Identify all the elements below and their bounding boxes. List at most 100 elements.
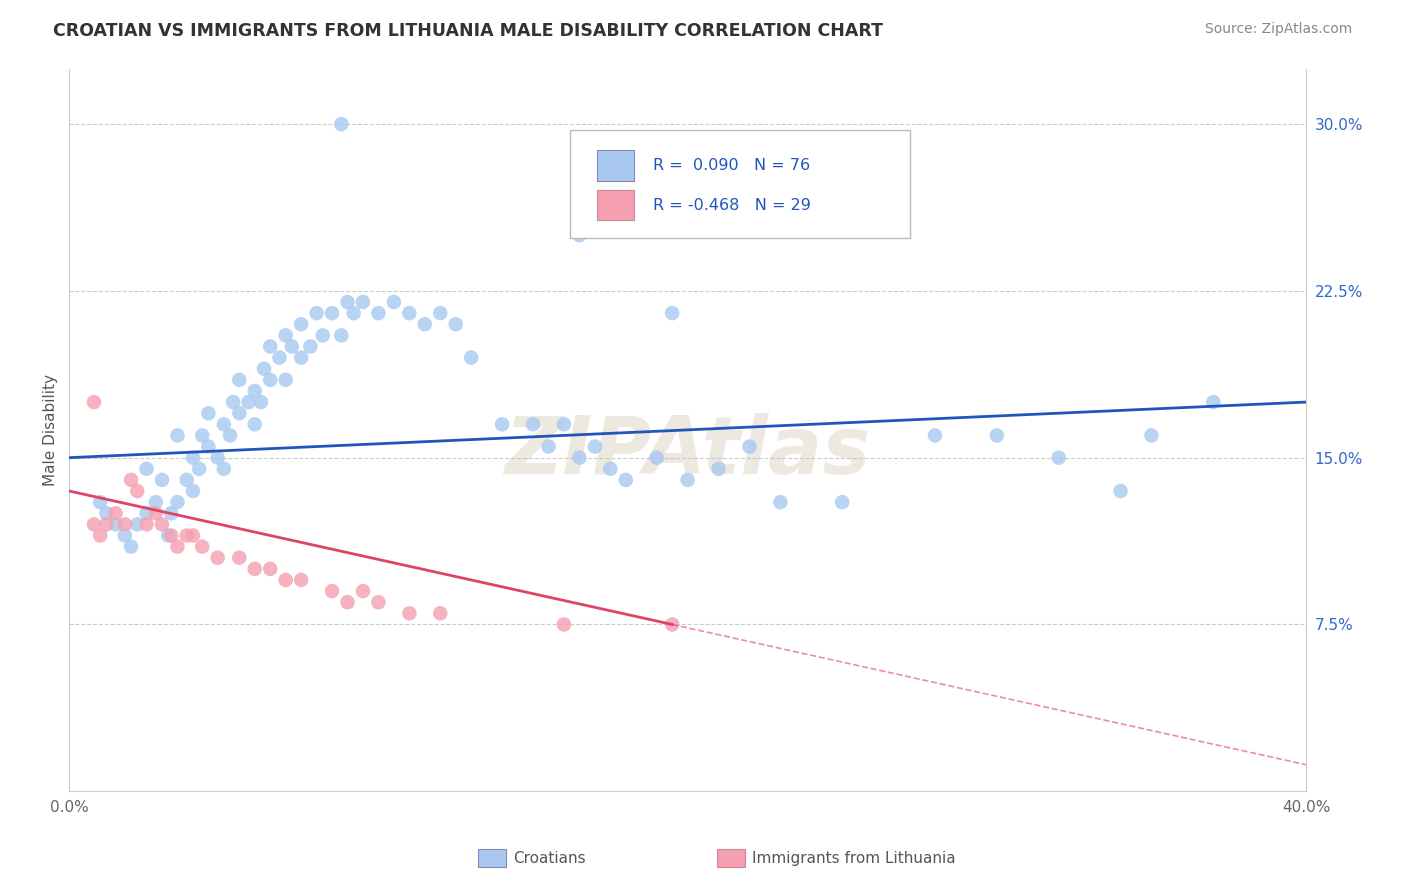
Point	[553, 417, 575, 432]
Point	[157, 528, 180, 542]
Point	[197, 440, 219, 454]
Point	[1047, 450, 1070, 465]
Point	[676, 473, 699, 487]
Point	[924, 428, 946, 442]
Point	[1202, 395, 1225, 409]
Point	[207, 450, 229, 465]
Point	[305, 306, 328, 320]
Point	[188, 462, 211, 476]
Text: R =  0.090   N = 76: R = 0.090 N = 76	[652, 158, 810, 173]
Point	[219, 428, 242, 442]
Point	[250, 395, 273, 409]
Point	[274, 573, 297, 587]
Point	[212, 417, 235, 432]
Point	[274, 328, 297, 343]
Point	[253, 361, 276, 376]
Point	[181, 528, 204, 542]
Point	[312, 328, 335, 343]
Point	[460, 351, 482, 365]
Point	[212, 462, 235, 476]
Point	[343, 306, 366, 320]
Point	[986, 428, 1008, 442]
Point	[150, 517, 173, 532]
Point	[367, 595, 389, 609]
Point	[176, 473, 198, 487]
Point	[166, 495, 188, 509]
Text: Immigrants from Lithuania: Immigrants from Lithuania	[752, 851, 956, 865]
Point	[398, 607, 420, 621]
Point	[166, 540, 188, 554]
Point	[330, 328, 353, 343]
Point	[321, 584, 343, 599]
Point	[429, 607, 451, 621]
Point	[127, 517, 149, 532]
Point	[160, 506, 183, 520]
Point	[537, 440, 560, 454]
Point	[583, 440, 606, 454]
Point	[330, 117, 353, 131]
Point	[120, 473, 142, 487]
Point	[367, 306, 389, 320]
Point	[352, 295, 374, 310]
Text: Croatians: Croatians	[513, 851, 586, 865]
Point	[191, 428, 214, 442]
Point	[274, 373, 297, 387]
Point	[114, 528, 136, 542]
Point	[491, 417, 513, 432]
Point	[321, 306, 343, 320]
Point	[181, 483, 204, 498]
Point	[166, 428, 188, 442]
Point	[599, 462, 621, 476]
Text: Source: ZipAtlas.com: Source: ZipAtlas.com	[1205, 22, 1353, 37]
Point	[444, 318, 467, 332]
Point	[145, 506, 167, 520]
FancyBboxPatch shape	[598, 150, 634, 180]
Point	[290, 573, 312, 587]
Point	[135, 506, 157, 520]
Point	[89, 528, 111, 542]
Point	[243, 417, 266, 432]
Point	[135, 462, 157, 476]
Y-axis label: Male Disability: Male Disability	[44, 374, 58, 486]
Point	[259, 562, 281, 576]
Point	[228, 406, 250, 420]
Point	[83, 395, 105, 409]
Point	[281, 339, 304, 353]
Point	[89, 495, 111, 509]
Point	[645, 450, 668, 465]
Point	[228, 550, 250, 565]
Point	[661, 617, 683, 632]
Point	[191, 540, 214, 554]
Point	[243, 384, 266, 398]
Point	[831, 495, 853, 509]
Point	[352, 584, 374, 599]
Point	[336, 295, 359, 310]
Point	[104, 517, 127, 532]
Point	[259, 339, 281, 353]
Point	[145, 495, 167, 509]
Point	[176, 528, 198, 542]
Point	[429, 306, 451, 320]
Point	[96, 506, 118, 520]
Point	[259, 373, 281, 387]
FancyBboxPatch shape	[598, 190, 634, 220]
Point	[398, 306, 420, 320]
Point	[522, 417, 544, 432]
Point	[707, 462, 730, 476]
Point	[150, 473, 173, 487]
Point	[96, 517, 118, 532]
Point	[127, 483, 149, 498]
Point	[553, 617, 575, 632]
Point	[114, 517, 136, 532]
Text: R = -0.468   N = 29: R = -0.468 N = 29	[652, 198, 811, 212]
Point	[228, 373, 250, 387]
Point	[299, 339, 322, 353]
Text: ZIPAtlas: ZIPAtlas	[505, 413, 870, 491]
Point	[382, 295, 405, 310]
Point	[181, 450, 204, 465]
Point	[568, 228, 591, 243]
Point	[120, 540, 142, 554]
Point	[207, 550, 229, 565]
FancyBboxPatch shape	[571, 130, 910, 238]
Point	[413, 318, 436, 332]
